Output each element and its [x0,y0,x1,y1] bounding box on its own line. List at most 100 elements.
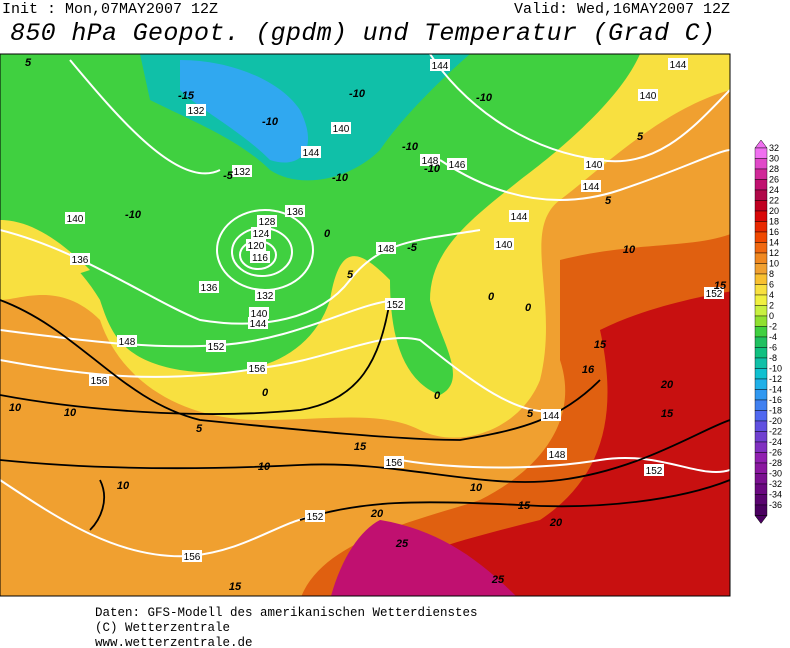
colorbar-label: -28 [769,458,782,468]
geopotential-label: 148 [119,337,136,348]
geopotential-label: 156 [249,364,266,375]
colorbar-label: 22 [769,196,779,206]
colorbar-label: -16 [769,395,782,405]
geopotential-label: 148 [422,156,439,167]
temperature-label: 15 [354,441,367,453]
colorbar-swatch [754,263,768,275]
colorbar-swatch [754,273,768,285]
colorbar-label: 10 [769,259,779,269]
geopotential-label-box [182,550,202,562]
geopotential-label: 144 [543,411,560,422]
map-title: 850 hPa Geopot. (gpdm) und Temperatur (G… [10,19,715,48]
colder-field [180,60,309,163]
colorbar-label: 12 [769,248,779,258]
colorbar-label: -14 [769,385,782,395]
temperature-label: 10 [470,482,483,494]
colorbar-swatch [754,210,768,222]
geopotential-label: 148 [549,450,566,461]
temperature-label: -10 [476,92,493,104]
colorbar-label: -36 [769,500,782,510]
geopotential-label-box [644,464,664,476]
colorbar-swatch [754,494,768,506]
colorbar-swatch [754,504,768,516]
temperature-label: 15 [714,280,727,292]
geopotential-label: 152 [646,466,663,477]
geopotential-label-box [246,239,266,251]
geopotential-label-box [206,340,226,352]
temperature-label: 5 [605,195,612,207]
geopotential-label-box [186,104,206,116]
colorbar-label: 30 [769,154,779,164]
colorbar-label: -6 [769,343,777,353]
geopotential-label: 152 [387,300,404,311]
colorbar-swatch [754,420,768,432]
colorbar-swatch [754,221,768,233]
colorbar-swatch [754,483,768,495]
temperature-label: 5 [527,408,534,420]
colorbar-swatch [754,347,768,359]
colorbar-swatch [754,189,768,201]
geopotential-label: 144 [432,61,449,72]
temperature-label: 25 [491,574,505,586]
temperature-label: 10 [258,461,271,473]
geopotential-label-box [494,238,514,250]
geopotential-label: 152 [706,289,723,300]
temperature-label: 25 [395,538,409,550]
geopotential-label: 144 [250,319,267,330]
geopotential-label: 152 [307,512,324,523]
colorbar-swatch [754,336,768,348]
geopotential-label: 144 [670,60,687,71]
geopotential-label: 128 [259,217,276,228]
geopotential-label-box [547,448,567,460]
colorbar-swatch [754,147,768,159]
temperature-label: 15 [661,408,674,420]
hot-field [344,291,730,596]
temperature-label: -10 [125,209,142,221]
temperature-label: 15 [594,339,607,351]
map-frame [0,53,731,597]
geopotential-label: 136 [287,207,304,218]
geopotential-label: 156 [386,458,403,469]
footer-source: Daten: GFS-Modell des amerikanischen Wet… [95,606,478,620]
geopotential-label: 132 [188,106,205,117]
colorbar-swatch [754,368,768,380]
geopotential-label-box [248,317,268,329]
colorbar-label: 26 [769,175,779,185]
colorbar-swatch [754,326,768,338]
geopotential-label-box [331,122,351,134]
temperature-label: 5 [347,269,354,281]
temperature-label: -10 [349,88,366,100]
colorbar-swatch [754,389,768,401]
colorbar-label: 32 [769,143,779,153]
colorbar-swatch [754,462,768,474]
colorbar-label: 20 [769,206,779,216]
colorbar-top-arrow [754,139,768,149]
colorbar-swatch [754,168,768,180]
geopotential-label: 120 [248,241,265,252]
colorbar-swatch [754,284,768,296]
colorbar-swatch [754,399,768,411]
geopotential-label-box [638,89,658,101]
temperature-label: -10 [402,141,419,153]
geopotential-label-box [250,251,270,263]
geopotential-label-box [384,456,404,468]
geopotential-label-box [70,253,90,265]
colorbar-label: 8 [769,269,774,279]
temperature-label: 5 [637,131,644,143]
colorbar-label: -32 [769,479,782,489]
temperature-label: -5 [223,170,234,182]
temperature-label: 15 [518,500,531,512]
geopotential-label-box [65,212,85,224]
colorbar-swatch [754,378,768,390]
colorbar-label: -24 [769,437,782,447]
geopotential-label: 132 [234,167,251,178]
geopotential-label: 146 [449,160,466,171]
colorbar-label: 18 [769,217,779,227]
geopotential-label: 144 [583,182,600,193]
colorbar-label: -4 [769,332,777,342]
colorbar-swatch [754,158,768,170]
geopotential-label-box [232,165,252,177]
